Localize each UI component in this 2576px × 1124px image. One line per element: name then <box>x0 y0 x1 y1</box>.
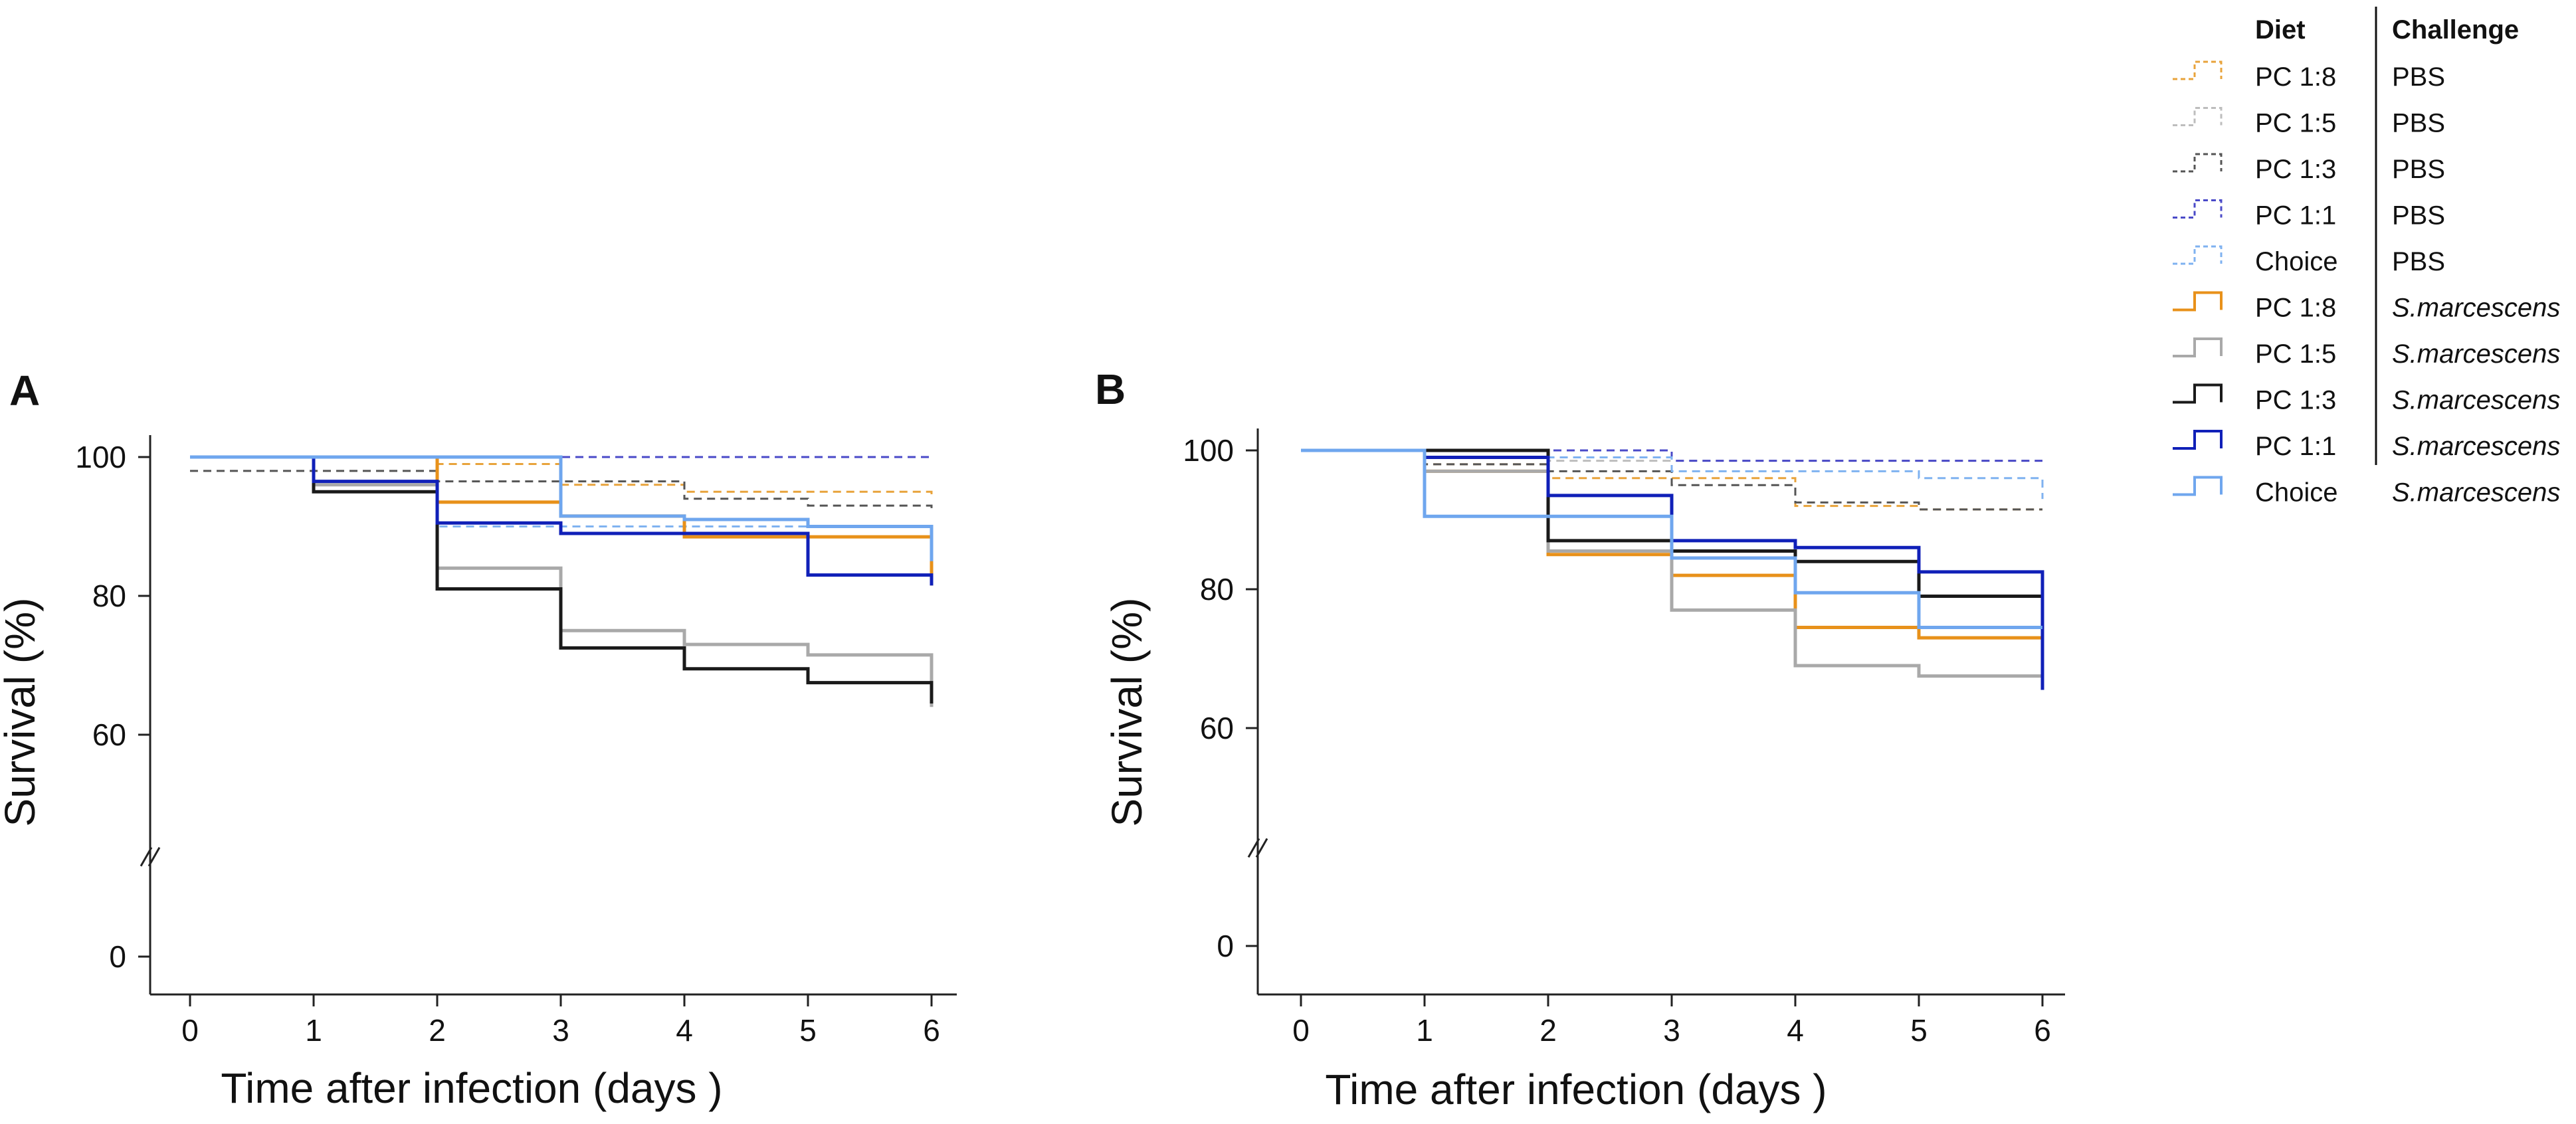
panel-b-x-tick-label: 2 <box>1539 1013 1557 1048</box>
legend-challenge-label: PBS <box>2392 155 2445 184</box>
legend-challenge-label: S.marcescens <box>2392 294 2560 323</box>
legend-swatch <box>2173 107 2223 126</box>
legend-row: PC 1:1 S.marcescens <box>2173 430 2560 461</box>
panel-a-x-tick-label: 3 <box>552 1013 569 1048</box>
panel-b-series-choice-pbs <box>1301 449 2044 500</box>
panel-b-x-tick-label: 6 <box>2034 1013 2051 1048</box>
panel-a-series-choice-pbs <box>190 456 932 527</box>
panel-b-y-tick-label: 60 <box>1200 711 1234 745</box>
legend-challenge-label: PBS <box>2392 247 2445 276</box>
legend-diet-label: PC 1:1 <box>2255 432 2336 461</box>
legend-swatch <box>2173 337 2223 357</box>
panel-a-xlabel: Time after infection (days ) <box>221 1064 722 1112</box>
panel-b-x-tick-label: 5 <box>1910 1013 1928 1048</box>
panel-a-x-tick-label: 0 <box>181 1013 199 1048</box>
legend-swatch <box>2173 383 2223 404</box>
panel-a-y-tick-label: 80 <box>92 579 126 613</box>
legend-challenge-header: Challenge <box>2392 15 2519 45</box>
legend-diet-label: PC 1:5 <box>2255 339 2336 369</box>
legend-row: PC 1:5 S.marcescens <box>2173 337 2560 369</box>
legend-diet-label: PC 1:3 <box>2255 386 2336 415</box>
panel-a-y-tick-label: 60 <box>92 717 126 752</box>
legend-diet-label: PC 1:5 <box>2255 109 2336 138</box>
legend-swatch <box>2173 476 2223 496</box>
panel-b-letter: B <box>1095 365 1126 413</box>
legend-challenge-label: S.marcescens <box>2392 339 2560 369</box>
panel-b-axis-break-0 <box>1247 838 1260 858</box>
panel-b-series-pc-1-1-pbs <box>1301 449 2042 462</box>
panel-b-y-tick-label: 80 <box>1200 572 1234 607</box>
legend-swatch <box>2173 291 2223 312</box>
panel-a-x-tick-label: 5 <box>799 1013 817 1048</box>
legend-row: PC 1:3 S.marcescens <box>2173 383 2560 415</box>
legend-swatch <box>2173 153 2223 173</box>
panel-a-ylabel: Survival (%) <box>0 598 44 827</box>
panel-b-x-tick-label: 4 <box>1787 1013 1804 1048</box>
legend-row: PC 1:3 PBS <box>2173 153 2445 184</box>
panel-b-x-tick-label: 0 <box>1292 1013 1310 1048</box>
legend-challenge-label: S.marcescens <box>2392 386 2560 415</box>
legend-diet-label: PC 1:8 <box>2255 62 2336 92</box>
panel-b-x-tick-label: 3 <box>1663 1013 1680 1048</box>
legend-row: PC 1:5 PBS <box>2173 107 2445 138</box>
panel-b-series-choice-s-marcescens <box>1301 448 2042 629</box>
legend-swatch <box>2173 60 2223 80</box>
legend-challenge-label: PBS <box>2392 109 2445 138</box>
legend-diet-label: PC 1:8 <box>2255 294 2336 323</box>
legend-diet-label: Choice <box>2255 247 2338 276</box>
legend-row: PC 1:1 PBS <box>2173 199 2445 231</box>
legend-swatch <box>2173 430 2223 450</box>
panel-a-series-choice-s-marcescens <box>190 455 934 561</box>
panel-b-y-tick-label: 0 <box>1217 929 1234 963</box>
panel-b-y-tick-label: 100 <box>1183 433 1234 468</box>
legend-challenge-label: S.marcescens <box>2392 432 2560 461</box>
panel-b-axis-break-1 <box>1255 838 1268 858</box>
panel-a-series-pc-1-1-s-marcescens <box>190 455 934 586</box>
legend-row: Choice S.marcescens <box>2173 476 2560 508</box>
panel-a-y-tick-label: 0 <box>109 939 126 974</box>
panel-b-x-tick-label: 1 <box>1416 1013 1433 1048</box>
panel-a-x-tick-label: 1 <box>305 1013 322 1048</box>
panel-b-xlabel: Time after infection (days ) <box>1325 1066 1827 1113</box>
panel-a-axis-break-1 <box>148 846 161 867</box>
legend-swatch <box>2173 245 2223 265</box>
legend-challenge-label: S.marcescens <box>2392 478 2560 508</box>
legend-swatch <box>2173 199 2223 219</box>
legend-diet-header: Diet <box>2255 15 2306 45</box>
panel-a-x-tick-label: 2 <box>429 1013 446 1048</box>
panel-a-y-tick-label: 100 <box>75 440 126 474</box>
panel-a-x-tick-label: 6 <box>923 1013 940 1048</box>
legend-row: Choice PBS <box>2173 245 2445 276</box>
panel-b-ylabel: Survival (%) <box>1103 598 1151 827</box>
panel-a-series-pc-1-3-s-marcescens <box>190 455 934 703</box>
panel-a-axis-break-0 <box>140 846 153 867</box>
panel-a-letter: A <box>9 367 40 415</box>
legend-row: PC 1:8 PBS <box>2173 60 2445 92</box>
legend-diet-label: Choice <box>2255 478 2338 508</box>
panel-b-series-pc-1-3-s-marcescens <box>1301 448 2044 645</box>
panel-a-x-tick-label: 4 <box>676 1013 693 1048</box>
legend-row: PC 1:8 S.marcescens <box>2173 291 2560 323</box>
legend-diet-label: PC 1:1 <box>2255 201 2336 231</box>
legend-challenge-label: PBS <box>2392 201 2445 231</box>
panel-a-series-pc-1-3-pbs <box>190 470 933 513</box>
legend-challenge-label: PBS <box>2392 62 2445 92</box>
legend-diet-label: PC 1:3 <box>2255 155 2336 184</box>
